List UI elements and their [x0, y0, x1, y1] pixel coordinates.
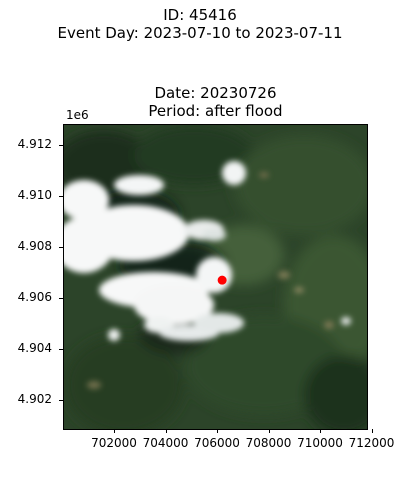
y-tick-label: 4.902 [17, 392, 52, 406]
y-offset-label: 1e6 [66, 108, 89, 122]
axes-title: Date: 20230726 Period: after flood [64, 84, 367, 120]
y-tick-mark [59, 145, 63, 146]
suptitle-event-day: Event Day: 2023-07-10 to 2023-07-11 [57, 24, 343, 42]
satellite-image-svg [64, 125, 367, 429]
y-tick-mark [59, 298, 63, 299]
figure-suptitle: ID: 45416 Event Day: 2023-07-10 to 2023-… [0, 6, 400, 42]
x-tick-mark [320, 429, 321, 433]
x-tick-mark [165, 429, 167, 433]
x-tick-mark [268, 429, 270, 433]
clouds [64, 161, 351, 341]
x-tick-mark [371, 429, 373, 433]
clearings [87, 172, 334, 389]
x-tick-mark [217, 429, 218, 433]
y-tick-label: 4.906 [17, 290, 52, 304]
y-tick-label: 4.910 [17, 188, 52, 202]
y-tick-label: 4.908 [17, 239, 52, 253]
suptitle-id: ID: 45416 [163, 6, 237, 24]
x-tick-label: 704000 [142, 436, 189, 450]
flood-location-marker [217, 275, 227, 285]
x-tick-label: 702000 [91, 436, 137, 450]
y-tick-mark [59, 349, 63, 350]
x-tick-label: 712000 [348, 436, 395, 450]
terrain-texture [64, 125, 367, 429]
x-tick-label: 710000 [297, 436, 343, 450]
y-tick-mark [59, 400, 63, 401]
y-tick-label: 4.912 [17, 137, 52, 151]
x-tick-mark [114, 429, 115, 433]
axes-title-date: Date: 20230726 [154, 84, 277, 102]
y-tick-mark [59, 196, 63, 197]
x-tick-label: 706000 [194, 436, 240, 450]
satellite-image [64, 125, 367, 429]
x-tick-label: 708000 [245, 436, 292, 450]
axes-title-period: Period: after flood [148, 102, 283, 120]
y-tick-mark [59, 247, 63, 248]
y-tick-label: 4.904 [17, 341, 52, 355]
